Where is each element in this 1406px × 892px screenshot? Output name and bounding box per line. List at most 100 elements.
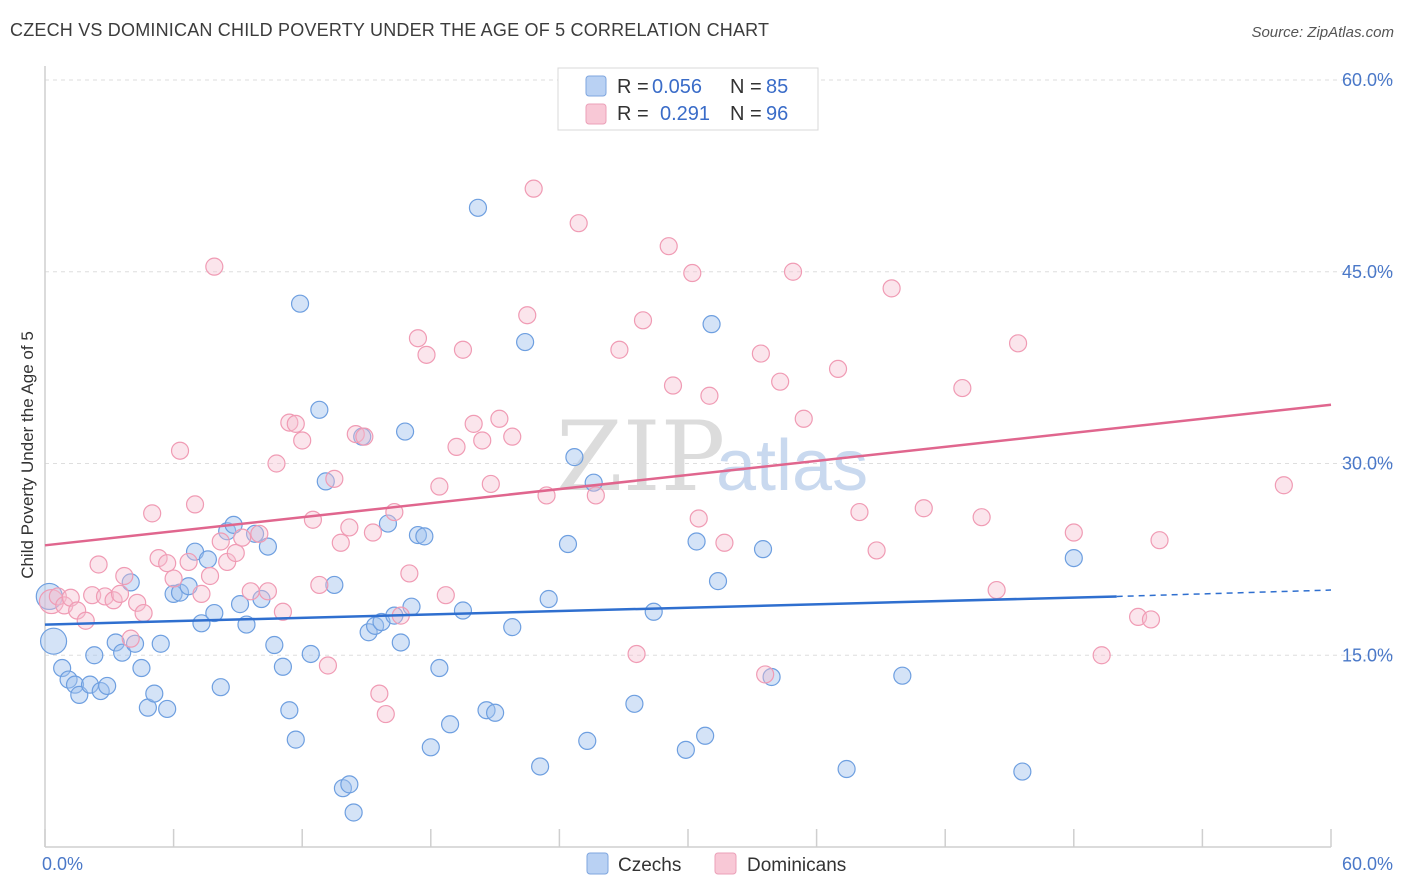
czech-point [1064,548,1083,568]
czech-point [503,618,522,637]
czech-point [430,658,449,678]
gridlines [45,79,1394,656]
legend-n-value: 96 [766,103,788,125]
y-tick-label: 45.0% [1342,262,1393,282]
dominican-point [110,584,130,603]
czech-point [696,726,715,745]
czech-point [290,294,310,313]
dominican-point [226,543,245,563]
dominican-point [659,237,678,256]
dominican-point [325,469,344,488]
czech-point [158,699,177,719]
czech-point [837,759,856,779]
bottom-legend-swatch-dominican [714,852,737,875]
czech-point [708,572,728,591]
dominican-point [524,179,543,198]
dominican-point [310,575,329,595]
czech-point [531,757,550,776]
bottom-legend-dominicans: Dominicans [747,855,846,876]
dominican-point [89,555,108,574]
dominican-point [481,474,500,494]
dominican-point [95,587,115,606]
dominican-point [400,564,419,583]
dominican-point [503,427,522,446]
czech-point [344,803,363,822]
y-tick-labels: 15.0% 30.0% 45.0% 60.0% [1342,70,1393,665]
x-tick-label: 0.0% [42,854,83,874]
legend: R = 0.056 N = 85 R = 0.291 N = 96 [557,67,819,131]
dominican-point [286,414,305,433]
dominican-point [756,665,775,684]
czech-trend-extension [1116,589,1332,598]
dominican-point [453,340,473,359]
watermark: ZIP atlas [556,401,868,513]
czech-point [205,603,224,623]
dominican-point [121,629,140,648]
czech-point [468,198,488,217]
dominican-point [149,548,168,568]
dominican-point [882,279,901,298]
dominican-point [331,533,350,552]
dominican-points [38,179,1293,724]
dominican-point [205,257,224,276]
x-tick-label: 60.0% [1342,854,1393,874]
trend-lines [44,403,1332,626]
dominican-point [1064,523,1083,542]
bottom-legend-swatch-czech [586,852,609,875]
dominican-point [914,499,933,518]
dominican-point [267,454,286,473]
czech-point [702,315,721,334]
czech-point [65,675,85,694]
czech-point [565,448,584,467]
czech-point [539,589,558,609]
czech-point [98,676,117,696]
czech-point [113,643,132,662]
dominican-point [280,413,299,432]
dominican-point [663,376,683,395]
czech-point [280,701,299,720]
czech-point [440,715,460,734]
dominican-point [233,528,252,547]
dominican-point [115,566,134,586]
dominican-point [370,684,389,703]
czech-point [408,525,428,545]
czech-point [198,550,217,569]
dominican-point [430,477,449,496]
czech-point [676,740,695,759]
legend-swatch-czech [585,75,607,97]
y-tick-label: 60.0% [1342,70,1393,90]
czech-point [230,595,250,614]
czech-point [378,514,398,533]
legend-r-value: 0.056 [652,76,702,98]
czech-point [391,633,410,652]
dominican-point [363,523,383,542]
czech-point [211,678,230,697]
czech-point [106,633,125,652]
dominican-point [569,214,588,233]
dominican-point [683,263,702,283]
czech-point [644,602,663,621]
czech-point [273,657,293,676]
chart-title: CZECH VS DOMINICAN CHILD POVERTY UNDER T… [10,20,770,40]
czech-point [1013,762,1032,781]
dominican-point [170,441,190,460]
czech-point [415,527,434,546]
dominican-point [1150,531,1169,550]
czech-point [453,601,473,620]
axes [44,66,1332,848]
czech-point [687,532,706,551]
dominican-point [972,508,991,527]
dominican-point [436,586,455,605]
dominican-point [250,524,269,543]
dominican-point [953,378,972,398]
dominican-point [1008,334,1028,353]
czech-point [625,694,644,713]
czech-point [145,684,164,703]
czech-point [486,703,505,722]
dominican-point [318,656,338,675]
czech-point [258,537,278,556]
dominican-point [128,593,147,612]
dominican-point [376,704,395,724]
dominican-point [211,532,230,551]
legend-n-label: N = [730,76,762,98]
